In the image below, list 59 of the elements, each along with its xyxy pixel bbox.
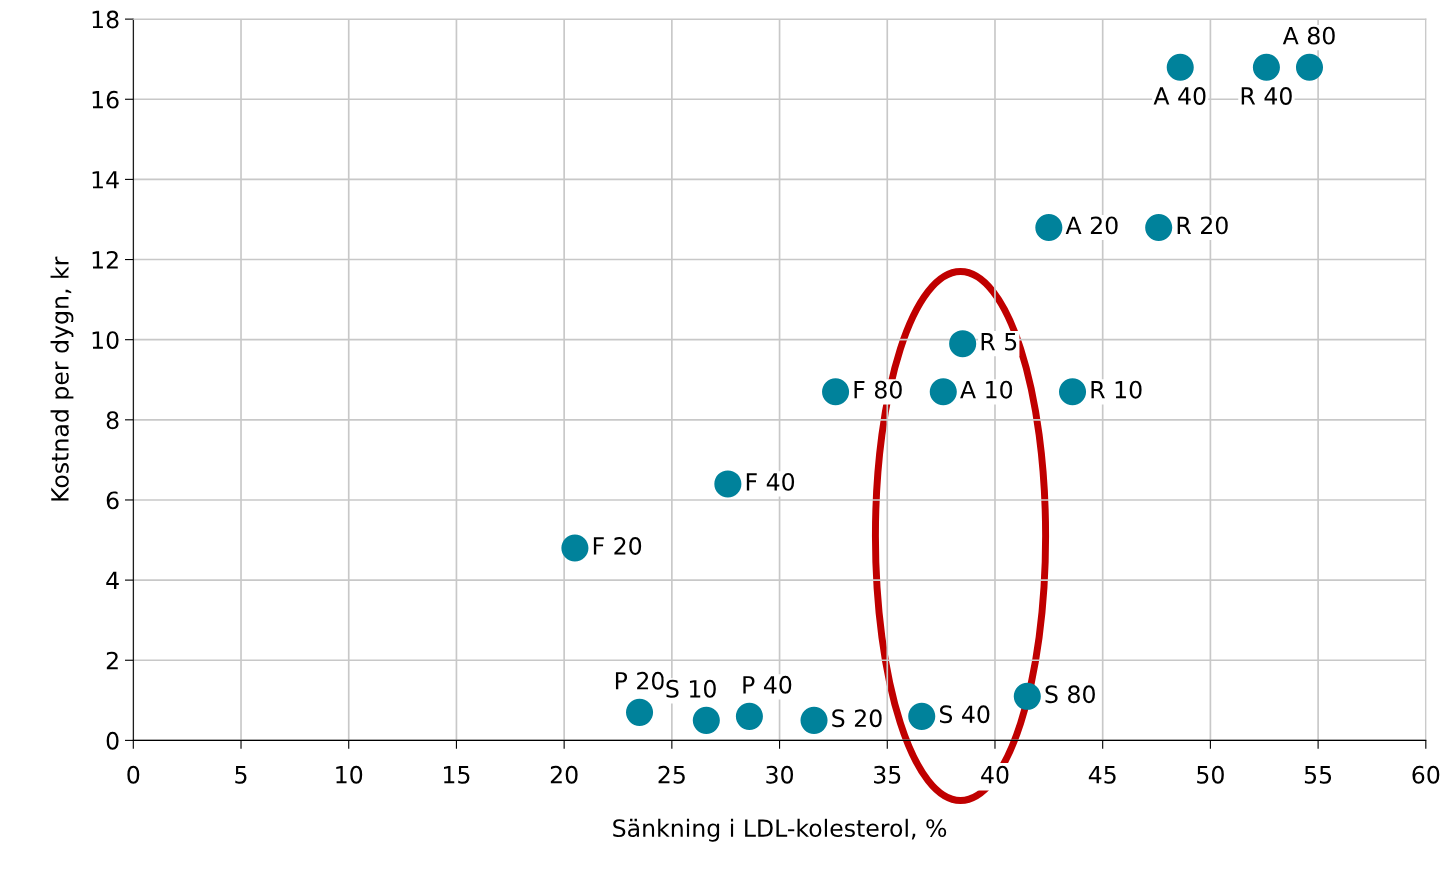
point xyxy=(949,330,977,358)
point xyxy=(714,470,742,498)
data-label: R 5 xyxy=(981,332,1017,351)
data-label: A 10 xyxy=(960,380,1013,399)
point xyxy=(800,706,828,734)
data-label: S 20 xyxy=(832,709,882,728)
point xyxy=(1145,213,1173,242)
x-tick-label: 40 xyxy=(981,765,1009,784)
point xyxy=(908,702,936,730)
data-label: A 20 xyxy=(1065,216,1118,235)
data-label: P 20 xyxy=(615,671,664,690)
data-label: R 20 xyxy=(1177,216,1228,235)
x-tick-label: 50 xyxy=(1197,765,1224,784)
data-label: S 40 xyxy=(939,705,990,724)
point xyxy=(626,698,654,726)
point xyxy=(1058,378,1087,406)
data-label: P 40 xyxy=(743,675,792,694)
point xyxy=(929,378,957,406)
point xyxy=(1252,53,1280,81)
x-tick-label: 35 xyxy=(874,765,901,784)
x-tick-label: 60 xyxy=(1412,765,1440,784)
x-tick-label: 15 xyxy=(444,766,470,784)
x-tick-label: 25 xyxy=(658,765,685,784)
data-label: R 10 xyxy=(1091,380,1142,399)
x-tick-label: 45 xyxy=(1088,766,1116,784)
data-label: A 40 xyxy=(1153,87,1206,105)
x-tick-label: 10 xyxy=(336,765,363,784)
point xyxy=(1035,213,1063,242)
x-tick-label: 20 xyxy=(550,765,578,784)
point xyxy=(1295,53,1324,81)
data-label: F 40 xyxy=(746,472,795,491)
y-tick-label: 4 xyxy=(106,571,119,590)
x-tick-label: 0 xyxy=(127,765,140,784)
point xyxy=(1166,53,1194,81)
y-tick-label: 14 xyxy=(92,171,119,189)
y-tick-label: 16 xyxy=(92,90,119,109)
y-tick-label: 10 xyxy=(92,331,119,349)
y-tick-label: 2 xyxy=(106,651,118,670)
data-label: F 80 xyxy=(854,380,902,399)
point xyxy=(561,534,589,562)
x-tick-label: 55 xyxy=(1304,766,1332,784)
point xyxy=(692,706,720,734)
point xyxy=(735,702,763,730)
x-axis-title: Sänkning i LDL-kolesterol, % xyxy=(613,818,947,842)
y-axis-title: Kostnad per dygn, kr xyxy=(50,256,74,501)
data-label: S 10 xyxy=(666,679,716,698)
data-label: A 80 xyxy=(1282,26,1335,45)
y-tick-label: 6 xyxy=(106,491,119,510)
y-tick-label: 18 xyxy=(92,10,119,29)
y-tick-label: 12 xyxy=(92,250,118,269)
data-label: F 20 xyxy=(593,537,642,555)
point xyxy=(1013,682,1041,710)
y-tick-label: 0 xyxy=(106,731,119,750)
data-label: R 40 xyxy=(1241,87,1292,105)
point xyxy=(822,378,850,406)
x-tick-label: 30 xyxy=(766,765,794,784)
y-tick-label: 8 xyxy=(106,411,119,430)
x-tick-label: 5 xyxy=(235,766,247,784)
data-label: S 80 xyxy=(1045,685,1095,704)
